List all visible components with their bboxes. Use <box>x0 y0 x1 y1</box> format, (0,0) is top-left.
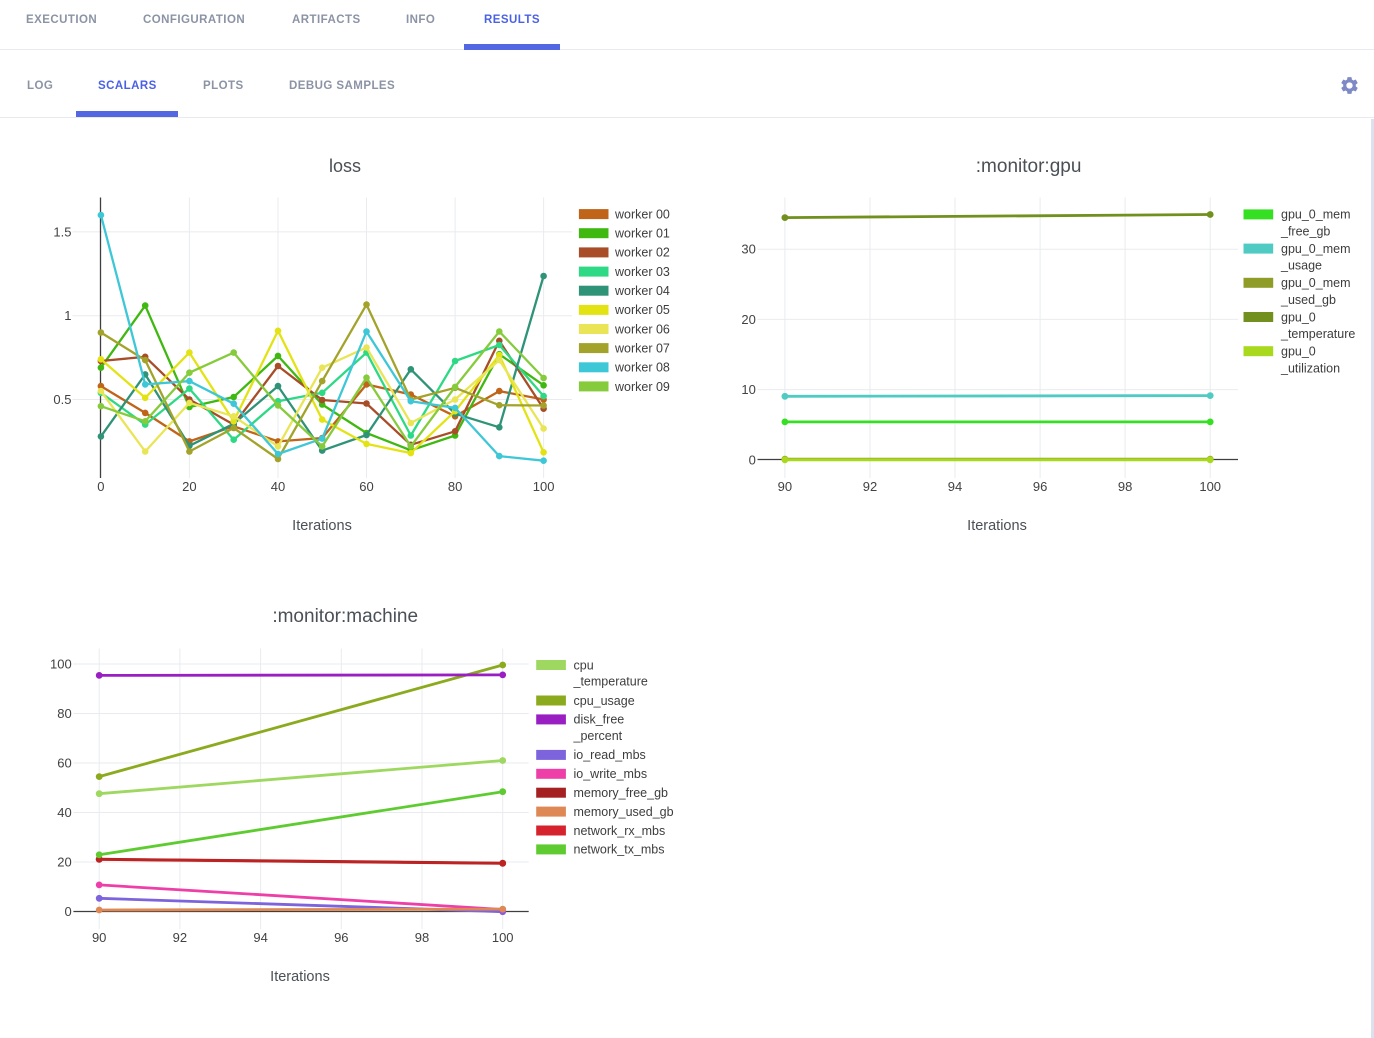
svg-text:io_write_mbs: io_write_mbs <box>574 767 648 781</box>
svg-text:0: 0 <box>749 452 756 467</box>
svg-text:worker 06: worker 06 <box>614 322 670 336</box>
svg-text:100: 100 <box>50 657 72 672</box>
svg-text:100: 100 <box>492 930 514 945</box>
svg-text:gpu_0_mem: gpu_0_mem <box>1281 242 1351 256</box>
svg-text:100: 100 <box>1199 479 1221 494</box>
svg-text:worker 08: worker 08 <box>614 361 670 375</box>
svg-text:40: 40 <box>57 805 71 820</box>
svg-text:gpu_0: gpu_0 <box>1281 345 1316 359</box>
svg-text:98: 98 <box>415 930 429 945</box>
svg-text:gpu_0: gpu_0 <box>1281 310 1316 324</box>
svg-text:Iterations: Iterations <box>967 518 1027 534</box>
svg-text::monitor:machine: :monitor:machine <box>272 606 418 627</box>
svg-text:0: 0 <box>97 479 104 494</box>
svg-text:_percent: _percent <box>573 729 623 743</box>
svg-text:_used_gb: _used_gb <box>1280 293 1336 307</box>
svg-text:30: 30 <box>741 242 755 257</box>
svg-text:1.5: 1.5 <box>53 224 71 239</box>
svg-text:_usage: _usage <box>1280 259 1322 273</box>
svg-text:worker 02: worker 02 <box>614 246 670 260</box>
svg-text:60: 60 <box>359 479 373 494</box>
svg-text:_free_gb: _free_gb <box>1280 225 1330 239</box>
svg-text:Iterations: Iterations <box>270 969 330 985</box>
svg-text:loss: loss <box>329 156 361 176</box>
svg-text:worker 07: worker 07 <box>614 341 670 355</box>
svg-text:worker 01: worker 01 <box>614 227 670 241</box>
svg-text:20: 20 <box>741 312 755 327</box>
svg-text:96: 96 <box>334 930 348 945</box>
svg-text:80: 80 <box>57 706 71 721</box>
svg-text:0: 0 <box>64 904 71 919</box>
svg-text:_temperature: _temperature <box>1280 327 1355 341</box>
svg-text:gpu_0_mem: gpu_0_mem <box>1281 276 1351 290</box>
svg-text:20: 20 <box>57 855 71 870</box>
svg-text:80: 80 <box>448 479 462 494</box>
svg-text:94: 94 <box>948 479 962 494</box>
svg-text:_temperature: _temperature <box>573 675 648 689</box>
svg-text:memory_used_gb: memory_used_gb <box>574 805 674 819</box>
svg-text:1: 1 <box>64 308 71 323</box>
svg-text:gpu_0_mem: gpu_0_mem <box>1281 208 1351 222</box>
svg-text:cpu_usage: cpu_usage <box>574 694 635 708</box>
svg-text:cpu: cpu <box>574 658 594 672</box>
svg-text:0.5: 0.5 <box>53 392 71 407</box>
svg-text:96: 96 <box>1033 479 1047 494</box>
svg-text:disk_free: disk_free <box>574 713 625 727</box>
svg-text:10: 10 <box>741 382 755 397</box>
svg-text:Iterations: Iterations <box>292 518 352 534</box>
svg-text:20: 20 <box>182 479 196 494</box>
svg-text:60: 60 <box>57 756 71 771</box>
svg-text:90: 90 <box>778 479 792 494</box>
svg-text:94: 94 <box>253 930 267 945</box>
svg-text:_utilization: _utilization <box>1280 361 1340 375</box>
svg-text:memory_free_gb: memory_free_gb <box>574 786 669 800</box>
svg-text:worker 04: worker 04 <box>614 284 670 298</box>
svg-text:40: 40 <box>271 479 285 494</box>
svg-text:90: 90 <box>92 930 106 945</box>
svg-text:worker 09: worker 09 <box>614 380 670 394</box>
svg-text:worker 00: worker 00 <box>614 207 670 221</box>
svg-text:92: 92 <box>173 930 187 945</box>
svg-text:io_read_mbs: io_read_mbs <box>574 748 646 762</box>
svg-text:worker 03: worker 03 <box>614 265 670 279</box>
svg-text:worker 05: worker 05 <box>614 303 670 317</box>
svg-text::monitor:gpu: :monitor:gpu <box>976 156 1082 177</box>
svg-text:network_tx_mbs: network_tx_mbs <box>574 843 665 857</box>
svg-text:98: 98 <box>1118 479 1132 494</box>
svg-text:network_rx_mbs: network_rx_mbs <box>574 824 666 838</box>
svg-text:92: 92 <box>863 479 877 494</box>
svg-text:100: 100 <box>533 479 555 494</box>
